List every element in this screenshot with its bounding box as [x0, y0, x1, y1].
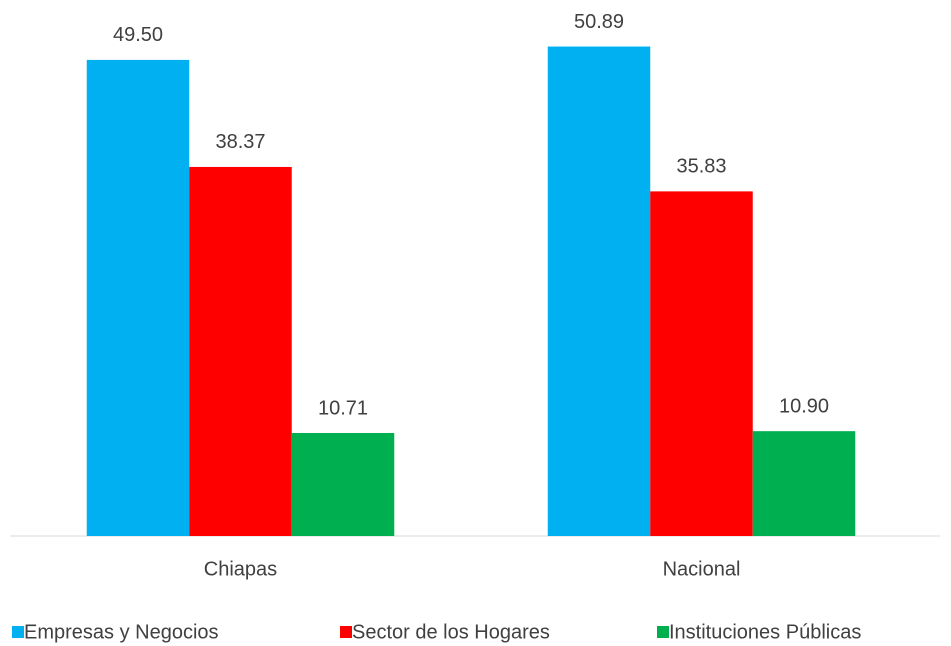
data-label: 10.90: [779, 395, 829, 417]
x-tick-label: Chiapas: [204, 558, 277, 580]
x-tick-label: Nacional: [663, 558, 741, 580]
data-label: 50.89: [574, 11, 624, 33]
legend-label: Empresas y Negocios: [24, 621, 219, 643]
legend-label: Instituciones Públicas: [669, 621, 861, 643]
bar: [189, 166, 292, 536]
legend-swatch: [340, 626, 352, 638]
data-label: 10.71: [318, 397, 368, 419]
data-label: 49.50: [113, 24, 163, 46]
legend-swatch: [12, 626, 24, 638]
legend-label: Sector de los Hogares: [352, 621, 550, 643]
bar: [291, 432, 395, 536]
data-label: 35.83: [676, 156, 726, 178]
data-label: 38.37: [215, 131, 265, 153]
bar: [650, 191, 753, 536]
bar: [547, 46, 651, 536]
legend-swatch: [657, 626, 669, 638]
bar: [752, 431, 856, 536]
bar: [86, 59, 190, 537]
